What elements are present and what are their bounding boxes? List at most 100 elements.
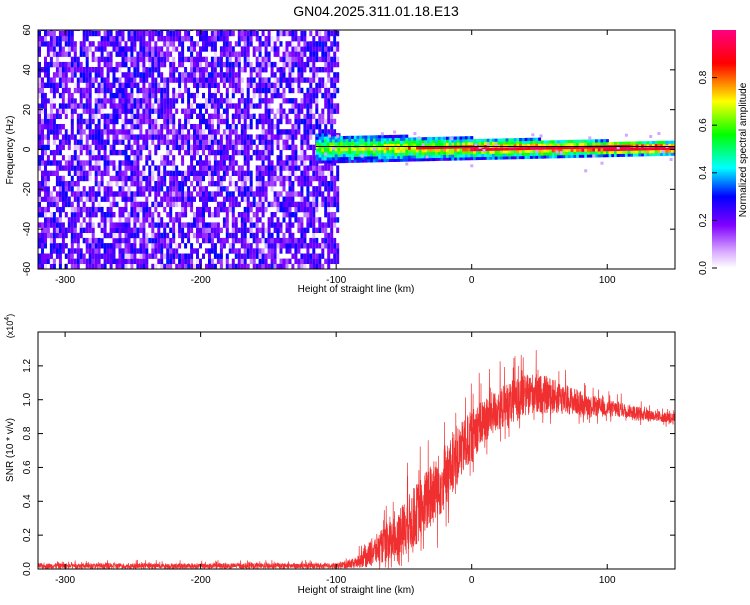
- spectrogram-cell: [38, 186, 41, 192]
- spectrogram-cell: [237, 30, 241, 37]
- spectrogram-cell: [193, 212, 196, 218]
- spectrogram-cell: [79, 212, 83, 218]
- spectrogram-cell: [649, 144, 653, 148]
- spectrogram-cell: [282, 77, 286, 83]
- spectrogram-cell: [139, 206, 143, 213]
- spectrogram-cell: [673, 140, 675, 144]
- spectrogram-cell: [136, 201, 140, 208]
- spectrogram-cell: [315, 237, 319, 244]
- spectrogram-cell: [306, 77, 310, 83]
- spectrogram-cell: [252, 51, 256, 57]
- spectrogram-cell: [327, 113, 331, 119]
- spectrogram-cell: [413, 140, 417, 144]
- spectrogram-cell: [255, 232, 259, 239]
- spectrogram-cell: [205, 201, 208, 208]
- spectrogram-cell: [306, 181, 310, 187]
- spectrogram-cell: [399, 143, 403, 147]
- spectrogram-cell: [208, 113, 211, 119]
- spectrogram-cell: [234, 129, 238, 135]
- spectrogram-cell: [91, 222, 95, 228]
- spectrogram-cell: [270, 134, 274, 140]
- spectrogram-cell: [208, 160, 211, 166]
- spectrogram-cell: [219, 263, 223, 269]
- spectrogram-cell: [291, 82, 295, 88]
- spectrogram-cell: [288, 248, 292, 254]
- spectrogram-cell: [178, 149, 182, 156]
- spectrogram-cell: [502, 147, 506, 151]
- spectrogram-cell: [64, 212, 68, 218]
- spectrogram-cell: [234, 217, 238, 223]
- spectrogram-cell: [249, 206, 253, 213]
- spectrogram-cell: [172, 118, 176, 125]
- spectrogram-cell: [470, 148, 474, 152]
- spectrogram-cell: [340, 151, 344, 155]
- spectrogram-cell: [255, 61, 259, 68]
- spectrogram-cell: [249, 103, 253, 109]
- spectrogram-cell: [136, 139, 140, 145]
- spectrogram-cell: [306, 186, 310, 192]
- spectrogram-cell: [303, 139, 307, 145]
- spectrogram-cell: [470, 142, 474, 146]
- spectrogram-cell: [52, 149, 56, 156]
- spectrogram-cell: [535, 143, 539, 147]
- spectrogram-cell: [88, 181, 92, 187]
- spectrogram-cell: [264, 92, 268, 99]
- spectrogram-cell: [240, 113, 244, 119]
- spectrogram-cell: [584, 139, 588, 143]
- spectrogram-cell: [273, 51, 277, 57]
- spectrogram-cell: [557, 143, 561, 147]
- spectrogram-cell: [351, 150, 355, 154]
- spectrogram-cell: [94, 56, 98, 63]
- spectrogram-cell: [88, 72, 92, 78]
- spectrogram-cell: [288, 237, 292, 244]
- spectrogram-cell: [270, 108, 274, 114]
- spectrogram-cell: [187, 144, 191, 151]
- spectrogram-cell: [297, 118, 301, 125]
- spectrogram-cell: [172, 98, 176, 104]
- spectrogram-cell: [654, 152, 658, 157]
- spectrogram-cell: [551, 155, 555, 159]
- spectrogram-cell: [70, 253, 74, 259]
- spectrogram-cell: [249, 248, 253, 254]
- spectrogram-cell: [157, 201, 161, 208]
- spectrogram-cell: [646, 147, 650, 151]
- spectrogram-cell: [276, 155, 280, 161]
- spectrogram-cell: [190, 108, 194, 114]
- spectrogram-cell: [55, 82, 59, 88]
- spectrogram-cell: [44, 56, 47, 63]
- spectrogram-cell: [356, 135, 360, 139]
- spectrogram-cell: [187, 87, 191, 94]
- spectrogram-cell: [513, 156, 517, 160]
- spectrogram-cell: [210, 67, 214, 73]
- spectrogram-cell: [228, 134, 232, 140]
- spectrogram-cell: [359, 135, 363, 139]
- spectrogram-cell: [70, 113, 74, 119]
- spectrogram-cell: [97, 191, 101, 197]
- spectrogram-cell: [184, 134, 188, 140]
- spectrogram-cell: [148, 253, 152, 259]
- colorbar: 0.00.20.40.60.8 Normalized spectral ampl…: [698, 30, 749, 275]
- spectrogram-cell: [151, 118, 155, 125]
- spectrogram-cell: [315, 196, 319, 202]
- spectrogram-cell: [61, 191, 65, 197]
- spectrogram-cell: [67, 139, 71, 145]
- spectrogram-cell: [172, 103, 176, 109]
- spectrogram-cell: [49, 263, 53, 269]
- spectrogram-cell: [309, 181, 313, 187]
- spectrogram-cell: [478, 156, 482, 160]
- spectrogram-cell: [216, 30, 220, 37]
- spectrogram-cell: [61, 222, 65, 228]
- spectrogram-cell: [157, 36, 161, 42]
- spectrogram-cell: [73, 181, 77, 187]
- spectrogram-cell: [184, 82, 188, 88]
- spectrogram-cell: [228, 41, 232, 47]
- spectrogram-cell: [427, 140, 430, 144]
- spectrogram-cell: [41, 232, 44, 239]
- spectrogram-cell: [225, 263, 229, 269]
- spectrogram-cell: [127, 56, 131, 63]
- spectrogram-cell: [464, 136, 468, 140]
- spectrogram-cell: [136, 232, 140, 239]
- spectrogram-cell: [234, 108, 238, 114]
- spectrogram-cell: [41, 243, 44, 249]
- spectrogram-cell: [240, 237, 244, 244]
